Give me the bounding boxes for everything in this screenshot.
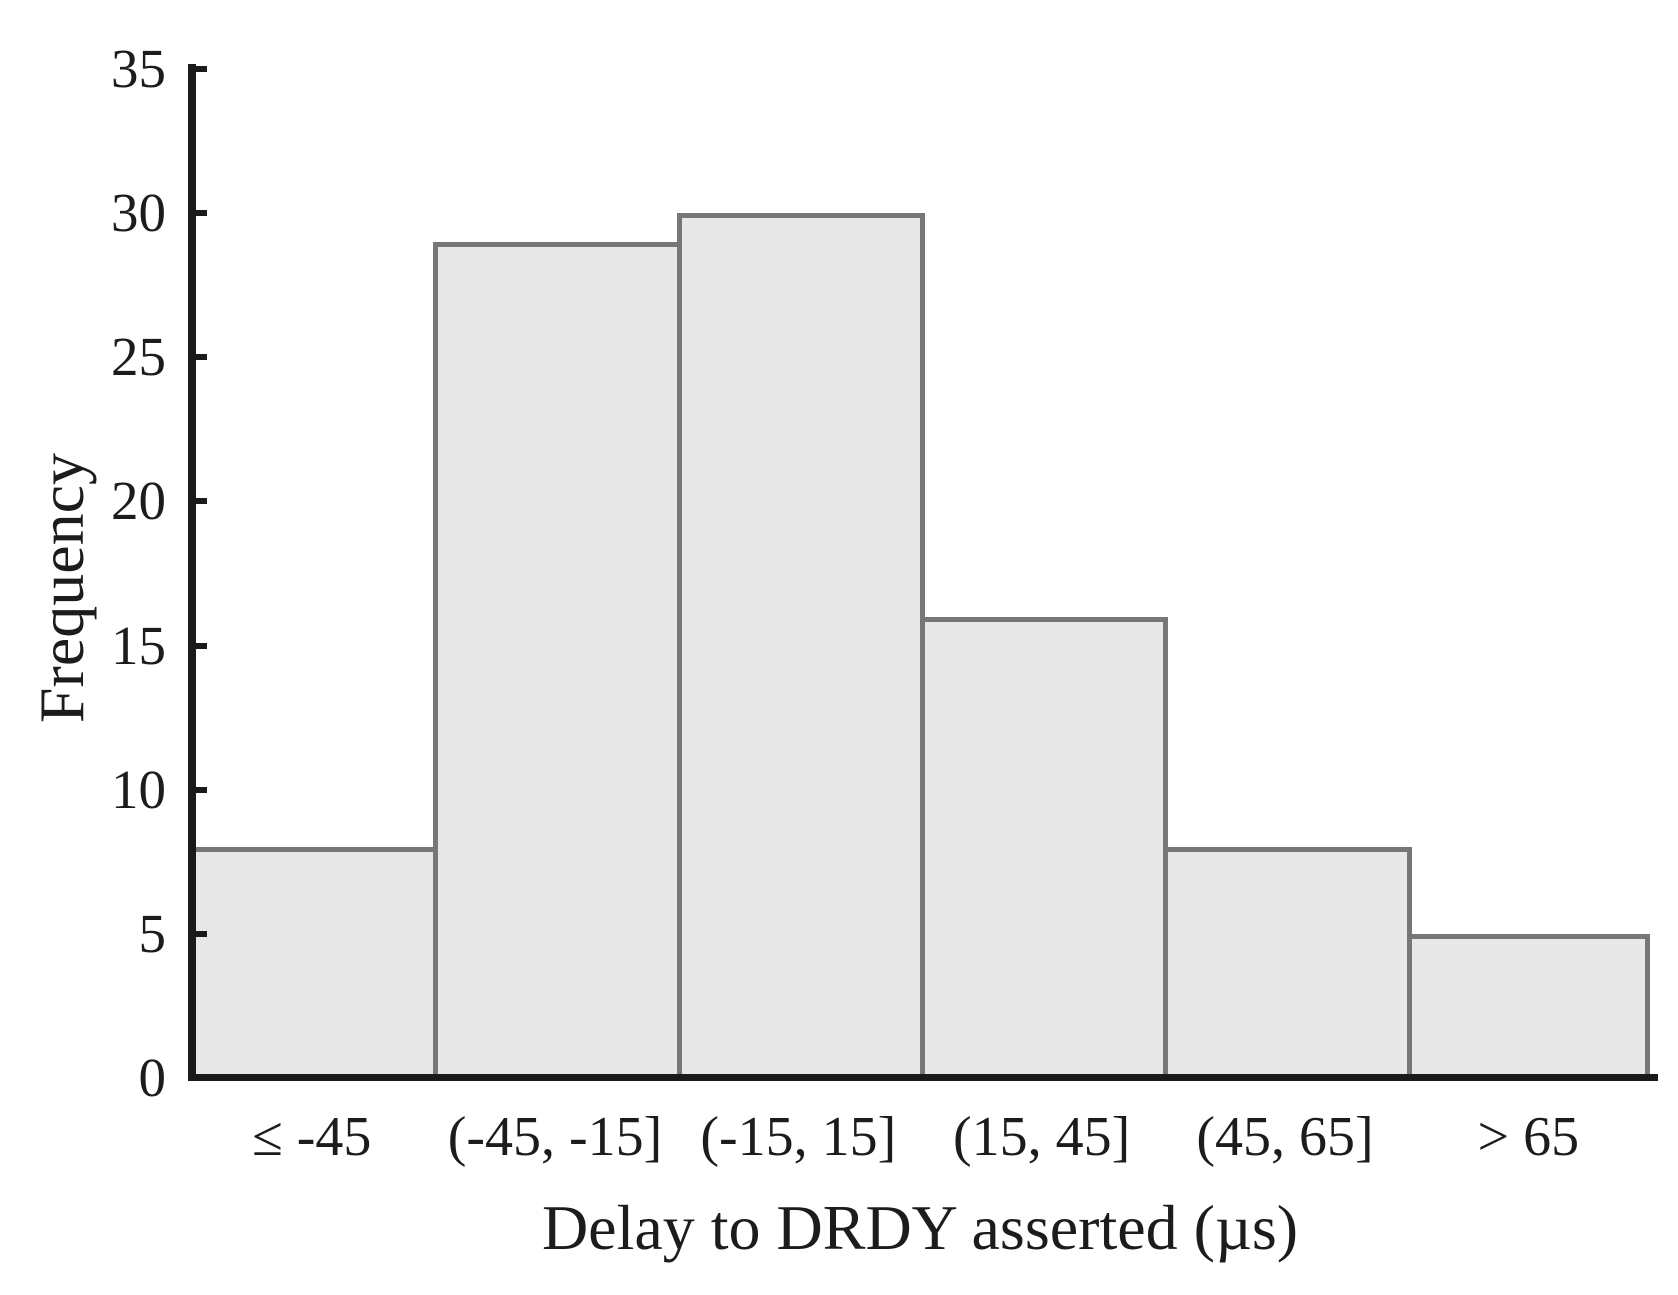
y-tick-25 <box>190 354 207 361</box>
y-tick-label-15: 15 <box>111 614 166 676</box>
y-axis-line <box>188 64 196 1081</box>
y-tick-label-0: 0 <box>138 1047 167 1108</box>
x-axis-title: Delay to DRDY asserted (µs) <box>541 1192 1299 1263</box>
bar-2 <box>433 242 682 1078</box>
y-tick-label-25: 25 <box>111 326 166 388</box>
y-tick-label-35: 35 <box>111 38 166 99</box>
x-category-label-6: > 65 <box>1477 1106 1580 1168</box>
x-axis-line <box>188 1074 1658 1081</box>
bar-5 <box>1163 847 1412 1078</box>
y-tick-label-10: 10 <box>111 758 166 820</box>
y-tick-35 <box>190 66 207 72</box>
y-tick-label-5: 5 <box>138 902 167 964</box>
y-tick-10 <box>190 786 207 793</box>
y-tick-5 <box>190 930 207 937</box>
x-category-label-5: (45, 65] <box>1196 1106 1374 1168</box>
x-category-label-2: (-45, -15] <box>447 1106 663 1168</box>
y-tick-15 <box>190 642 207 649</box>
x-category-label-3: (-15, 15] <box>700 1106 897 1168</box>
y-tick-label-20: 20 <box>111 470 166 532</box>
bar-3 <box>676 213 925 1078</box>
y-tick-30 <box>190 210 207 217</box>
x-category-label-1: ≤ -45 <box>251 1106 372 1168</box>
bar-1 <box>190 847 439 1078</box>
y-tick-20 <box>190 498 207 505</box>
bar-6 <box>1406 933 1650 1078</box>
bar-4 <box>920 616 1169 1078</box>
y-tick-label-30: 30 <box>111 182 166 244</box>
x-category-label-4: (15, 45] <box>953 1106 1131 1168</box>
